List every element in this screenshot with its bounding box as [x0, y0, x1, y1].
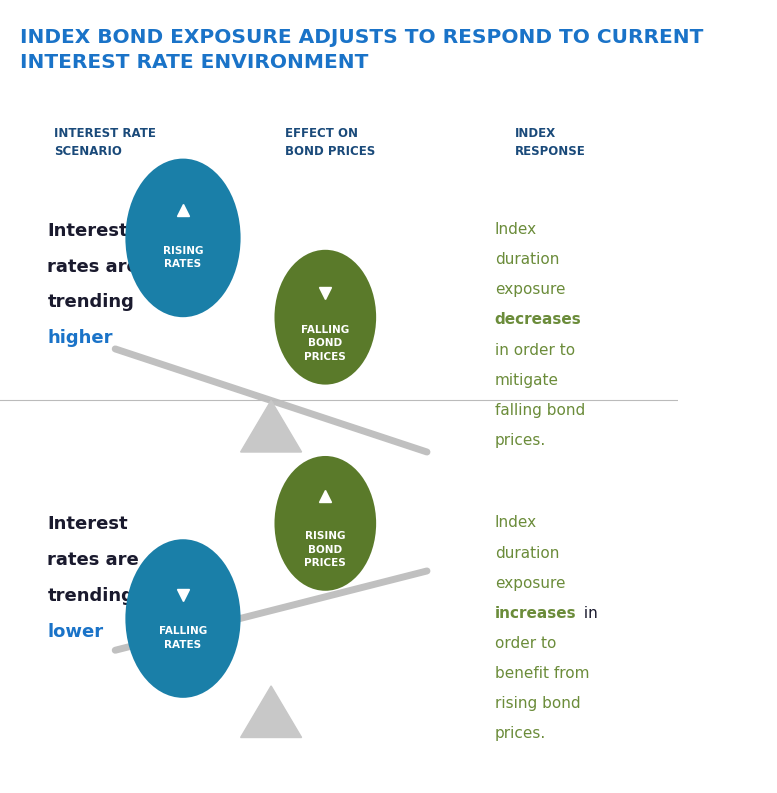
Text: rates are: rates are: [47, 551, 139, 569]
Text: INDEX
RESPONSE: INDEX RESPONSE: [515, 127, 586, 158]
Text: RISING
RATES: RISING RATES: [162, 246, 204, 269]
Polygon shape: [241, 686, 301, 737]
Text: trending: trending: [47, 587, 134, 605]
Text: trending: trending: [47, 293, 134, 312]
Text: in: in: [580, 606, 598, 621]
Text: exposure: exposure: [495, 576, 565, 591]
Text: rising bond: rising bond: [495, 696, 580, 711]
Text: INDEX BOND EXPOSURE ADJUSTS TO RESPOND TO CURRENT
INTEREST RATE ENVIRONMENT: INDEX BOND EXPOSURE ADJUSTS TO RESPOND T…: [20, 28, 704, 71]
Ellipse shape: [125, 539, 241, 698]
Text: Index: Index: [495, 222, 537, 237]
Text: rates are: rates are: [47, 258, 139, 276]
Ellipse shape: [125, 159, 241, 317]
Text: order to: order to: [495, 636, 556, 651]
Text: Interest: Interest: [47, 515, 128, 534]
Text: falling bond: falling bond: [495, 403, 585, 418]
Text: INTEREST RATE
SCENARIO: INTEREST RATE SCENARIO: [54, 127, 156, 158]
Text: RISING
BOND
PRICES: RISING BOND PRICES: [305, 531, 347, 568]
Text: exposure: exposure: [495, 282, 565, 297]
Text: EFFECT ON
BOND PRICES: EFFECT ON BOND PRICES: [284, 127, 375, 158]
Text: mitigate: mitigate: [495, 373, 559, 388]
Ellipse shape: [274, 250, 376, 385]
Text: higher: higher: [47, 329, 113, 347]
Text: duration: duration: [495, 546, 559, 561]
Text: increases: increases: [495, 606, 577, 621]
Text: decreases: decreases: [495, 312, 581, 328]
Text: Interest: Interest: [47, 222, 128, 240]
Text: prices.: prices.: [495, 726, 546, 741]
Text: duration: duration: [495, 252, 559, 267]
Text: prices.: prices.: [495, 433, 546, 448]
Polygon shape: [241, 400, 301, 452]
Text: Index: Index: [495, 515, 537, 531]
Text: FALLING
BOND
PRICES: FALLING BOND PRICES: [301, 325, 350, 362]
Text: lower: lower: [47, 623, 103, 641]
Text: in order to: in order to: [495, 343, 575, 358]
Text: FALLING
RATES: FALLING RATES: [159, 626, 207, 649]
Text: benefit from: benefit from: [495, 666, 589, 681]
Ellipse shape: [274, 456, 376, 591]
